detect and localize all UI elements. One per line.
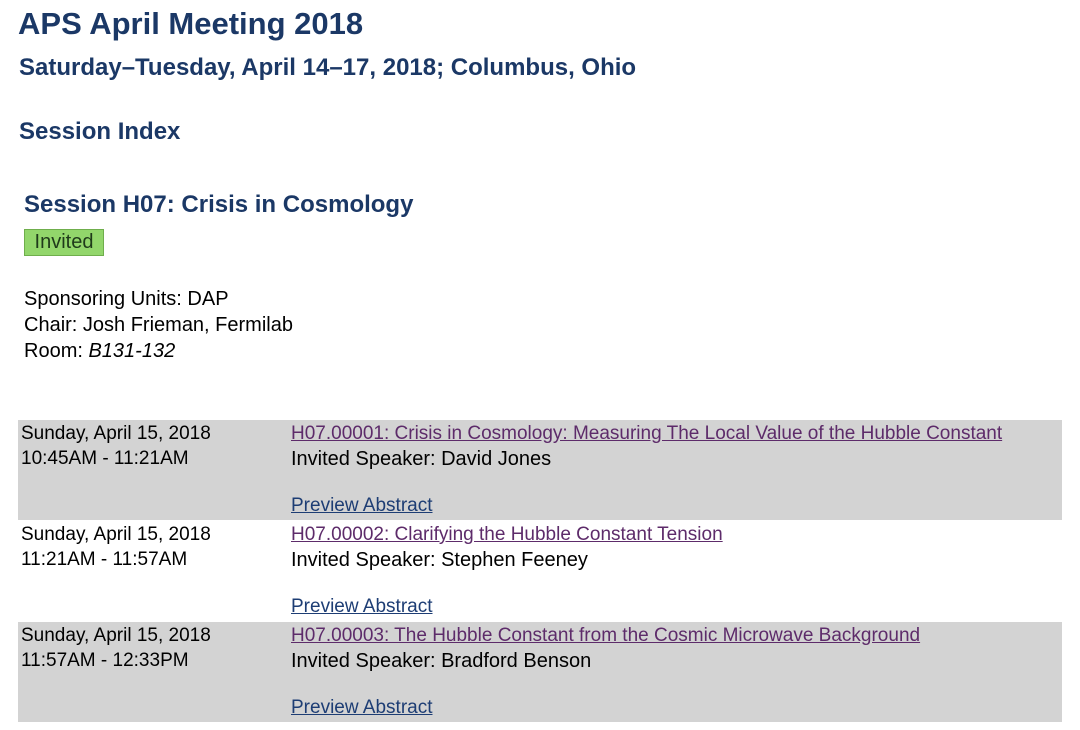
talk-info: H07.00003: The Hubble Constant from the … (291, 623, 1061, 674)
talk-title-link[interactable]: H07.00003: The Hubble Constant from the … (291, 625, 921, 646)
room-label: Room: (24, 340, 89, 362)
talk-schedule: Sunday, April 15, 2018 11:21AM - 11:57AM (21, 522, 211, 572)
meeting-subtitle: Saturday–Tuesday, April 14–17, 2018; Col… (19, 54, 637, 81)
talk-speaker: Invited Speaker: Stephen Feeney (291, 549, 588, 571)
talk-date: Sunday, April 15, 2018 (21, 625, 211, 646)
meeting-title: APS April Meeting 2018 (18, 6, 364, 41)
session-chair: Chair: Josh Frieman, Fermilab (24, 314, 293, 336)
talk-info: H07.00002: Clarifying the Hubble Constan… (291, 522, 1061, 573)
talk-info: H07.00001: Crisis in Cosmology: Measurin… (291, 421, 1061, 472)
invited-badge: Invited (24, 229, 104, 256)
talk-time: 11:21AM - 11:57AM (21, 549, 188, 570)
talk-title-link[interactable]: H07.00002: Clarifying the Hubble Constan… (291, 524, 723, 545)
session-title: Session H07: Crisis in Cosmology (24, 191, 414, 218)
preview-abstract-link[interactable]: Preview Abstract (291, 495, 433, 516)
talk-time: 10:45AM - 11:21AM (21, 448, 189, 469)
talk-date: Sunday, April 15, 2018 (21, 524, 211, 545)
talk-speaker: Invited Speaker: Bradford Benson (291, 650, 592, 672)
talk-row: Sunday, April 15, 2018 11:21AM - 11:57AM… (18, 521, 1062, 621)
talk-time: 11:57AM - 12:33PM (21, 650, 189, 671)
session-index-link[interactable]: Session Index (19, 118, 181, 145)
talk-date: Sunday, April 15, 2018 (21, 423, 211, 444)
preview-abstract-link[interactable]: Preview Abstract (291, 697, 433, 718)
talk-row: Sunday, April 15, 2018 10:45AM - 11:21AM… (18, 420, 1062, 520)
room-value: B131-132 (88, 340, 176, 362)
session-room: Room: B131-132 (24, 338, 293, 364)
talk-schedule: Sunday, April 15, 2018 11:57AM - 12:33PM (21, 623, 211, 673)
sponsoring-units: Sponsoring Units: DAP (24, 288, 229, 310)
talk-row: Sunday, April 15, 2018 11:57AM - 12:33PM… (18, 622, 1062, 722)
session-meta: Sponsoring Units: DAP Chair: Josh Friema… (24, 286, 293, 364)
talk-title-link[interactable]: H07.00001: Crisis in Cosmology: Measurin… (291, 423, 1003, 444)
talk-list: Sunday, April 15, 2018 10:45AM - 11:21AM… (18, 420, 1062, 722)
preview-abstract-link[interactable]: Preview Abstract (291, 596, 433, 617)
talk-schedule: Sunday, April 15, 2018 10:45AM - 11:21AM (21, 421, 211, 471)
talk-speaker: Invited Speaker: David Jones (291, 448, 552, 470)
